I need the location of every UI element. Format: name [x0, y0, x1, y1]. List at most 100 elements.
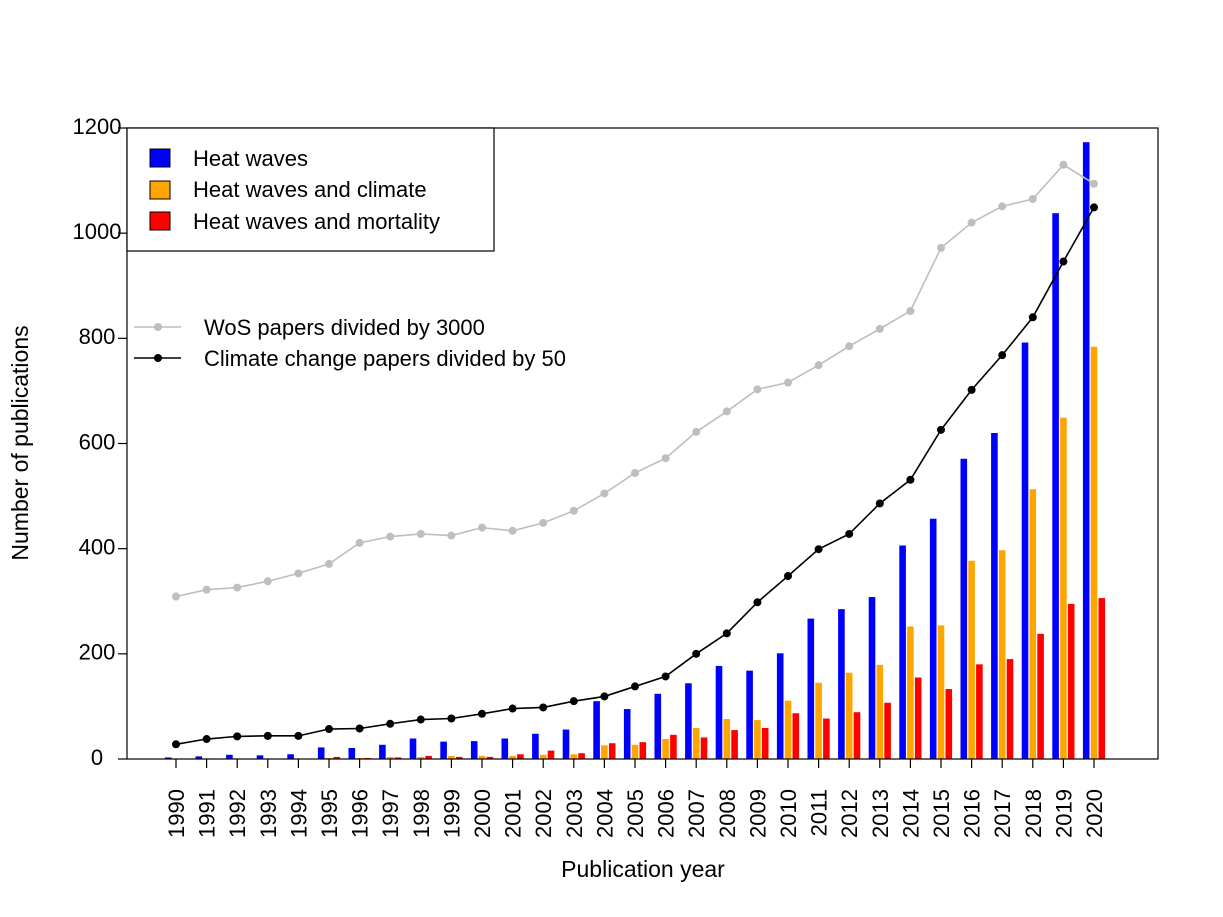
- bar-heat-waves-1997: [379, 744, 386, 759]
- bar-heat-waves-and-climate-2016: [968, 560, 975, 759]
- bar-heat-waves-1995: [317, 747, 325, 759]
- point-wos-papers-divided-by-3000-1997: [386, 532, 395, 541]
- x-tick-label-2007: 2007: [684, 789, 709, 838]
- point-climate-change-papers-divided-by-50-2015: [937, 425, 945, 434]
- point-climate-change-papers-divided-by-50-2005: [631, 682, 639, 691]
- point-wos-papers-divided-by-3000-2005: [631, 468, 639, 477]
- bar-heat-waves-2013: [868, 597, 876, 759]
- legend-bars-frame: [126, 127, 495, 252]
- x-tick-label-2009: 2009: [745, 789, 770, 838]
- bar-heat-waves-2000: [470, 741, 478, 759]
- x-tick-label-2006: 2006: [654, 789, 679, 838]
- x-tick-label-2012: 2012: [837, 789, 862, 838]
- point-climate-change-papers-divided-by-50-1991: [202, 735, 211, 744]
- legend-bars: Heat waves Heat waves and climate Heat w…: [126, 127, 495, 252]
- bar-heat-waves-2015: [929, 518, 937, 759]
- bar-heat-waves-2010: [776, 653, 784, 759]
- point-wos-papers-divided-by-3000-2010: [784, 378, 792, 387]
- x-tick-label-2017: 2017: [990, 789, 1015, 838]
- point-climate-change-papers-divided-by-50-2010: [784, 572, 792, 581]
- legend-swatch-heat-waves-mortality: [149, 211, 171, 231]
- point-wos-papers-divided-by-3000-2020: [1090, 179, 1098, 188]
- bar-heat-waves-2017: [991, 432, 998, 759]
- bar-heat-waves-and-climate-2017: [998, 550, 1006, 759]
- legend-label-heat-waves-climate: Heat waves and climate: [193, 177, 427, 202]
- point-wos-papers-divided-by-3000-2017: [998, 202, 1007, 211]
- point-wos-papers-divided-by-3000-1993: [263, 577, 272, 586]
- x-tick-label-2003: 2003: [562, 789, 587, 838]
- point-wos-papers-divided-by-3000-2019: [1059, 160, 1068, 169]
- bar-heat-waves-and-mortality-2014: [914, 677, 922, 759]
- bar-heat-waves-and-mortality-2013: [884, 702, 891, 759]
- x-tick-label-1997: 1997: [378, 789, 403, 838]
- x-tick-label-2010: 2010: [776, 789, 801, 838]
- bar-heat-waves-1996: [348, 747, 356, 759]
- bar-heat-waves-2014: [899, 545, 906, 759]
- point-climate-change-papers-divided-by-50-2008: [722, 629, 731, 638]
- x-tick-label-2018: 2018: [1021, 789, 1046, 838]
- x-tick-label-1994: 1994: [286, 789, 311, 838]
- point-climate-change-papers-divided-by-50-1997: [386, 719, 395, 728]
- bar-heat-waves-and-mortality-1998: [425, 755, 432, 759]
- point-wos-papers-divided-by-3000-1995: [325, 559, 333, 568]
- bars-layer: [164, 142, 1106, 759]
- point-climate-change-papers-divided-by-50-1992: [233, 732, 242, 741]
- point-climate-change-papers-divided-by-50-1990: [172, 740, 180, 749]
- point-climate-change-papers-divided-by-50-1995: [325, 725, 333, 734]
- point-wos-papers-divided-by-3000-2016: [967, 218, 976, 227]
- legend-swatch-heat-waves-climate: [149, 180, 171, 200]
- point-wos-papers-divided-by-3000-2015: [937, 243, 945, 252]
- point-wos-papers-divided-by-3000-2002: [539, 518, 548, 527]
- point-wos-papers-divided-by-3000-2004: [600, 489, 609, 498]
- bar-heat-waves-and-mortality-2017: [1006, 659, 1014, 759]
- point-wos-papers-divided-by-3000-1994: [294, 569, 303, 578]
- x-tick-label-2005: 2005: [623, 789, 648, 838]
- bar-heat-waves-1990: [164, 757, 172, 759]
- lines-layer: [172, 160, 1098, 749]
- bar-heat-waves-and-mortality-2016: [976, 664, 983, 759]
- bar-heat-waves-and-climate-2000: [478, 755, 486, 759]
- x-tick-label-2015: 2015: [929, 789, 954, 838]
- bar-heat-waves-and-climate-2002: [539, 754, 547, 759]
- y-tick-label-400: 400: [79, 534, 116, 559]
- x-axis: 1990 1991 1992 1993 1994 1995 1996 1997 1998 1999…: [164, 759, 1107, 838]
- legend-label-heat-waves-mortality: Heat waves and mortality: [193, 209, 440, 234]
- bar-heat-waves-and-climate-2004: [601, 745, 608, 759]
- bar-heat-waves-and-climate-2009: [754, 720, 761, 759]
- x-tick-label-1991: 1991: [195, 789, 220, 838]
- bar-heat-waves-2006: [654, 693, 662, 759]
- y-tick-label-800: 800: [79, 324, 116, 349]
- x-tick-label-2001: 2001: [501, 789, 526, 838]
- point-climate-change-papers-divided-by-50-1994: [294, 731, 303, 740]
- y-axis-title: Number of publications: [7, 325, 33, 560]
- legend-label-wos: WoS papers divided by 3000: [204, 315, 485, 340]
- point-climate-change-papers-divided-by-50-2012: [845, 529, 854, 538]
- legend-swatch-heat-waves: [149, 148, 171, 168]
- bar-heat-waves-1993: [256, 755, 264, 759]
- bar-heat-waves-and-climate-2008: [723, 719, 731, 759]
- point-wos-papers-divided-by-3000-2014: [906, 306, 915, 315]
- point-climate-change-papers-divided-by-50-2016: [967, 385, 976, 394]
- x-tick-label-2019: 2019: [1051, 789, 1076, 838]
- bar-heat-waves-2001: [501, 738, 509, 759]
- bar-heat-waves-and-mortality-2011: [823, 718, 830, 759]
- x-tick-label-2014: 2014: [898, 789, 923, 838]
- point-climate-change-papers-divided-by-50-2003: [569, 697, 578, 706]
- bar-heat-waves-and-climate-2010: [784, 700, 792, 759]
- legend-lines: WoS papers divided by 3000 Climate chang…: [134, 315, 566, 371]
- bar-heat-waves-1994: [287, 754, 294, 759]
- bar-heat-waves-and-mortality-2007: [700, 737, 708, 759]
- x-tick-label-2020: 2020: [1082, 789, 1107, 838]
- bar-heat-waves-2011: [807, 618, 815, 759]
- bar-heat-waves-2007: [685, 683, 692, 759]
- point-wos-papers-divided-by-3000-1999: [447, 531, 456, 540]
- point-wos-papers-divided-by-3000-1998: [416, 529, 425, 538]
- bar-heat-waves-and-climate-2001: [509, 755, 516, 759]
- point-climate-change-papers-divided-by-50-1998: [416, 715, 425, 724]
- x-tick-label-1990: 1990: [164, 789, 189, 838]
- point-wos-papers-divided-by-3000-2003: [569, 506, 578, 515]
- bar-heat-waves-2016: [960, 458, 968, 759]
- point-climate-change-papers-divided-by-50-2020: [1090, 203, 1098, 212]
- y-tick-label-0: 0: [91, 745, 103, 770]
